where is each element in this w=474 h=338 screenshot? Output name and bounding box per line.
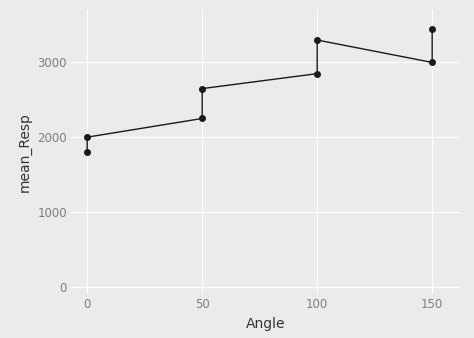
Point [199,116,206,121]
Point [199,86,206,91]
Y-axis label: mean_Resp: mean_Resp [18,112,32,192]
X-axis label: Angle: Angle [246,317,285,331]
Point [313,37,321,43]
Point [428,60,436,65]
Point [83,149,91,155]
Point [313,71,321,76]
Point [428,26,436,31]
Point [83,135,91,140]
